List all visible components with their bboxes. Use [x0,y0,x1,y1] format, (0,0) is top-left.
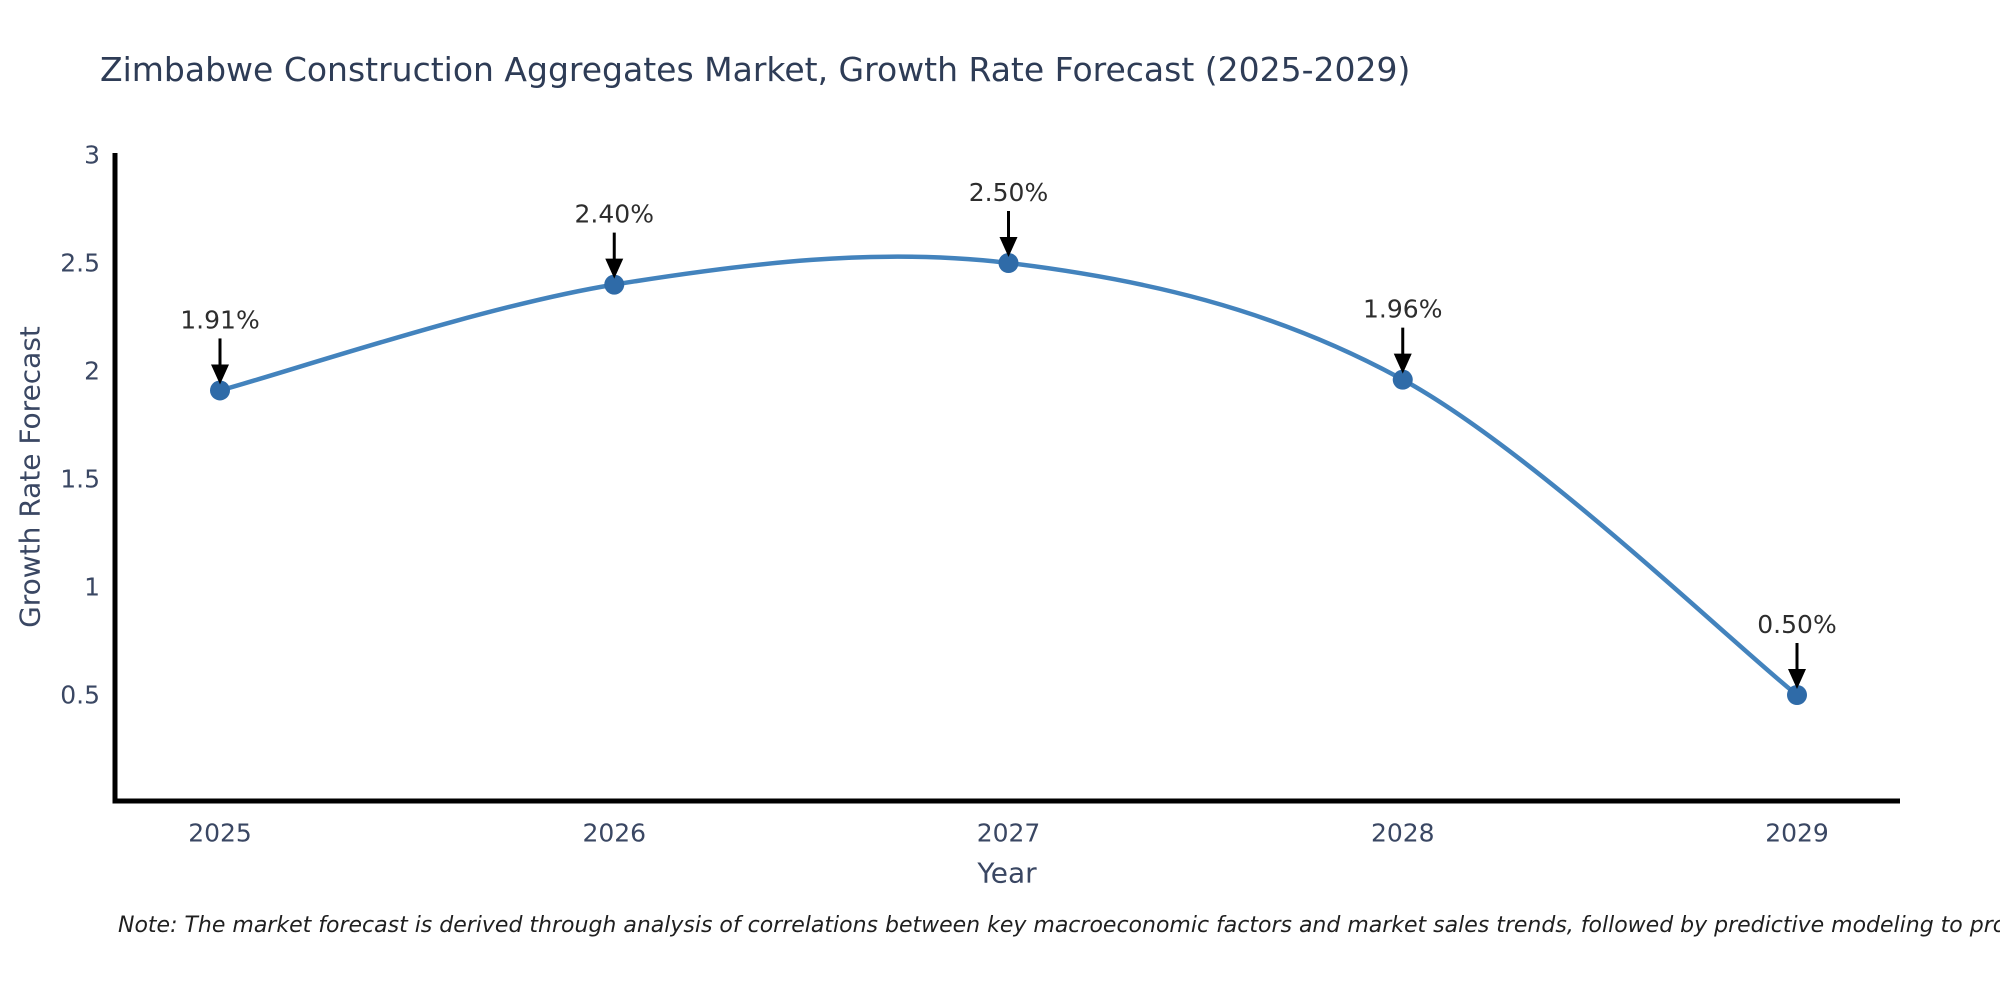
data-point-marker [998,253,1019,273]
annotation-label: 2.40% [575,200,654,229]
data-point-marker [1787,685,1807,705]
annotation-label: 1.96% [1363,295,1442,324]
x-axis-title: Year [977,856,1037,890]
y-tick-label: 1.5 [60,465,100,494]
annotation-label: 1.91% [180,305,259,334]
x-tick-label: 2027 [977,819,1041,848]
annotation-arrow-head [605,258,624,279]
annotation-label: 2.50% [969,178,1048,207]
y-tick-label: 1 [84,573,100,602]
data-point-marker [1392,369,1413,390]
annotation-arrow-head [211,364,229,385]
annotation-arrow-head [1788,669,1806,689]
y-tick-label: 0.5 [60,681,100,710]
y-tick-label: 2 [84,357,100,386]
y-tick-label: 3 [84,141,100,170]
x-tick-label: 2028 [1371,819,1435,848]
x-tick-label: 2029 [1765,819,1829,848]
y-tick-label: 2.5 [60,249,100,278]
chart-title: Zimbabwe Construction Aggregates Market,… [100,50,1411,89]
annotation-arrow-head [999,237,1018,257]
line-series [217,254,1800,698]
data-point-marker [210,380,230,401]
x-tick-label: 2026 [582,819,646,848]
annotation-arrow-head [1393,353,1412,374]
annotation-label: 0.50% [1757,610,1836,639]
data-point-marker [604,274,625,295]
x-tick-label: 2025 [188,819,252,848]
chart-footnote: Note: The market forecast is derived thr… [118,913,2000,938]
